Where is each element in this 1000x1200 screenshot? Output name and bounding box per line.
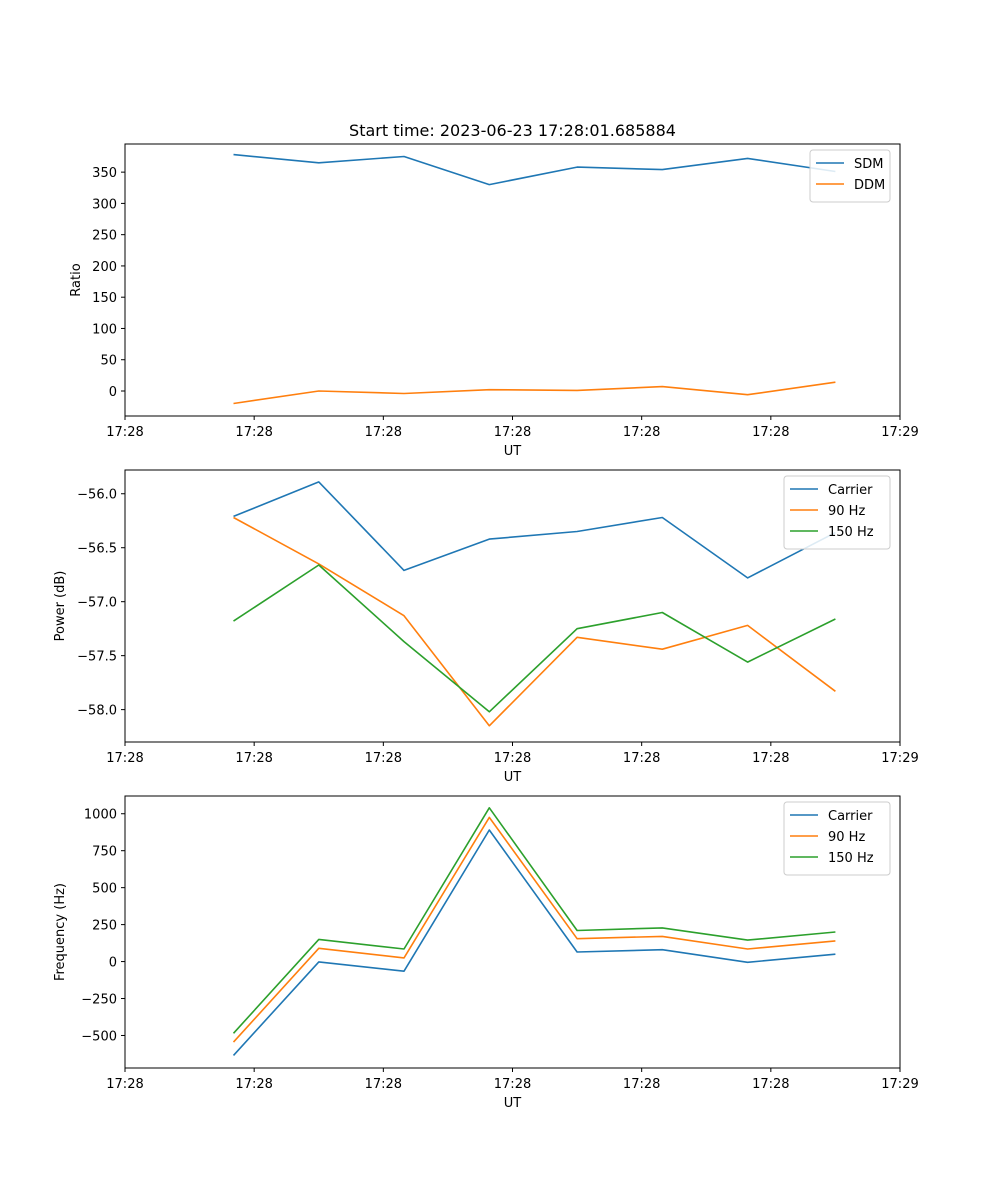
legend-label: Carrier [828, 483, 873, 498]
x-tick-label: 17:28 [365, 1077, 402, 1092]
legend-label: 150 Hz [828, 525, 874, 540]
x-tick-label: 17:28 [623, 425, 660, 440]
series-line-sdm [233, 153, 836, 186]
y-tick-label: −56.5 [77, 542, 117, 557]
y-tick-label: 250 [92, 919, 117, 934]
y-tick-label: 150 [92, 291, 117, 306]
x-tick-label: 17:29 [881, 425, 918, 440]
legend-label: SDM [854, 157, 883, 172]
y-tick-label: 350 [92, 166, 117, 181]
y-axis-label: Ratio [69, 263, 84, 296]
x-tick-label: 17:28 [623, 751, 660, 766]
y-tick-label: −250 [81, 993, 117, 1008]
x-tick-label: 17:28 [235, 425, 272, 440]
y-tick-label: 500 [92, 882, 117, 897]
series-line-90-hz [232, 816, 836, 1043]
chart-title: Start time: 2023-06-23 17:28:01.685884 [349, 121, 676, 140]
y-tick-label: 300 [92, 197, 117, 212]
x-tick-label: 17:28 [106, 1077, 143, 1092]
x-tick-label: 17:28 [365, 751, 402, 766]
x-tick-label: 17:28 [623, 1077, 660, 1092]
x-tick-label: 17:28 [494, 1077, 531, 1092]
legend: SDM DDM [809, 149, 891, 203]
series-line-ddm [233, 381, 836, 405]
series-line-carrier [232, 829, 836, 1056]
x-tick-label: 17:28 [106, 751, 143, 766]
x-tick-label: 17:28 [752, 751, 789, 766]
y-tick-label: 750 [92, 845, 117, 860]
y-tick-label: 50 [100, 354, 117, 369]
y-tick-label: 0 [109, 385, 117, 400]
x-tick-label: 17:28 [494, 425, 531, 440]
y-tick-label: 200 [92, 260, 117, 275]
legend: Carrier 90 Hz 150 Hz [783, 801, 891, 876]
legend-label: 90 Hz [828, 830, 865, 845]
x-tick-label: 17:28 [106, 425, 143, 440]
x-tick-label: 17:28 [365, 425, 402, 440]
series-line-90-hz [233, 516, 836, 727]
legend-label: Carrier [828, 809, 873, 824]
y-tick-label: 1000 [84, 808, 117, 823]
y-tick-label: 250 [92, 229, 117, 244]
x-tick-label: 17:28 [494, 751, 531, 766]
x-tick-label: 17:29 [881, 751, 918, 766]
series-line-150-hz [233, 564, 836, 713]
x-axis-label: UT [504, 770, 522, 785]
y-tick-label: −57.5 [77, 650, 117, 665]
y-tick-label: −58.0 [77, 704, 117, 719]
x-tick-label: 17:28 [235, 1077, 272, 1092]
y-tick-label: 0 [109, 956, 117, 971]
x-tick-label: 17:29 [881, 1077, 918, 1092]
plot-panel-2: 17:28 17:28 17:28 17:28 17:28 17:28 17:29 −58.0… [53, 469, 919, 785]
x-axis-label: UT [504, 1096, 522, 1111]
y-tick-label: −56.0 [77, 488, 117, 503]
legend-label: 90 Hz [828, 504, 865, 519]
y-tick-label: 100 [92, 322, 117, 337]
x-tick-label: 17:28 [752, 1077, 789, 1092]
x-tick-label: 17:28 [752, 425, 789, 440]
x-axis-label: UT [504, 444, 522, 459]
y-tick-label: −57.0 [77, 596, 117, 611]
y-tick-label: −500 [81, 1029, 117, 1044]
plot-panel-3: 17:28 17:28 17:28 17:28 17:28 17:28 17:29 −500 −… [53, 795, 919, 1111]
series-line-carrier [233, 481, 836, 579]
y-axis-label: Frequency (Hz) [53, 883, 68, 981]
legend: Carrier 90 Hz 150 Hz [783, 475, 891, 550]
x-tick-label: 17:28 [235, 751, 272, 766]
y-axis-label: Power (dB) [53, 571, 68, 642]
legend-label: 150 Hz [828, 851, 874, 866]
plot-panel-1: 17:28 17:28 17:28 17:28 17:28 17:28 17:29 0 50 10… [69, 143, 919, 459]
legend-label: DDM [854, 178, 885, 193]
axes-frame [124, 143, 901, 417]
series-line-150-hz [232, 806, 836, 1034]
